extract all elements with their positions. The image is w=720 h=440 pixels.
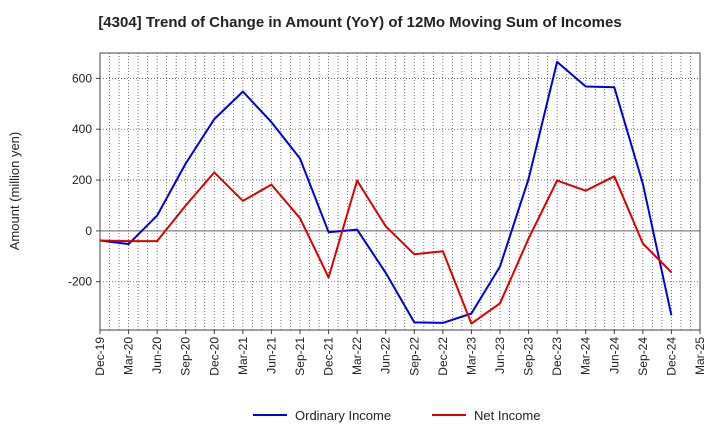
x-tick-label: Mar-23: [464, 337, 478, 375]
series-line-net-income: [99, 171, 673, 325]
grid-layer: [100, 53, 700, 330]
y-tick-label: 400: [72, 122, 92, 136]
x-tick-label: Mar-20: [122, 337, 136, 375]
legend-label-net-income: Net Income: [474, 408, 540, 423]
legend: Ordinary Income Net Income: [253, 408, 540, 423]
y-tick-label: 0: [85, 224, 92, 238]
x-tick-label: Sep-20: [179, 337, 193, 376]
x-tick-label: Dec-21: [322, 337, 336, 376]
x-tick-label: Jun-23: [493, 337, 507, 374]
x-tick-label: Dec-24: [664, 337, 678, 376]
x-tick-label: Mar-24: [579, 337, 593, 375]
tick-label-layer: -200 0 200 400 600 Dec-19 Mar-20 Jun-20 Sep-20 De…: [68, 71, 707, 375]
y-tick-label: -200: [68, 275, 92, 289]
x-tick-label: Dec-22: [436, 337, 450, 376]
x-tick-label: Dec-19: [93, 337, 107, 376]
series-line-ordinary-income: [99, 60, 673, 324]
y-tick-label: 600: [72, 71, 92, 85]
series-layer: [99, 60, 673, 325]
x-tick-label: Sep-22: [407, 337, 421, 376]
legend-label-ordinary-income: Ordinary Income: [295, 408, 391, 423]
y-axis-title: Amount (million yen): [7, 132, 22, 251]
x-tick-label: Dec-23: [550, 337, 564, 376]
x-tick-label: Jun-20: [150, 337, 164, 374]
x-tick-label: Dec-20: [207, 337, 221, 376]
x-tick-label: Mar-21: [236, 337, 250, 375]
axis-layer: [96, 52, 701, 334]
chart-title: [4304] Trend of Change in Amount (YoY) o…: [98, 14, 622, 31]
x-tick-label: Sep-21: [293, 337, 307, 376]
x-tick-label: Jun-24: [607, 337, 621, 374]
y-tick-label: 200: [72, 173, 92, 187]
x-tick-label: Sep-23: [522, 337, 536, 376]
x-tick-label: Mar-22: [350, 337, 364, 375]
x-tick-label: Mar-25: [693, 337, 707, 375]
x-tick-label: Jun-22: [379, 337, 393, 374]
x-tick-label: Sep-24: [636, 337, 650, 376]
x-tick-label: Jun-21: [264, 337, 278, 374]
plot-frame: [99, 52, 701, 331]
